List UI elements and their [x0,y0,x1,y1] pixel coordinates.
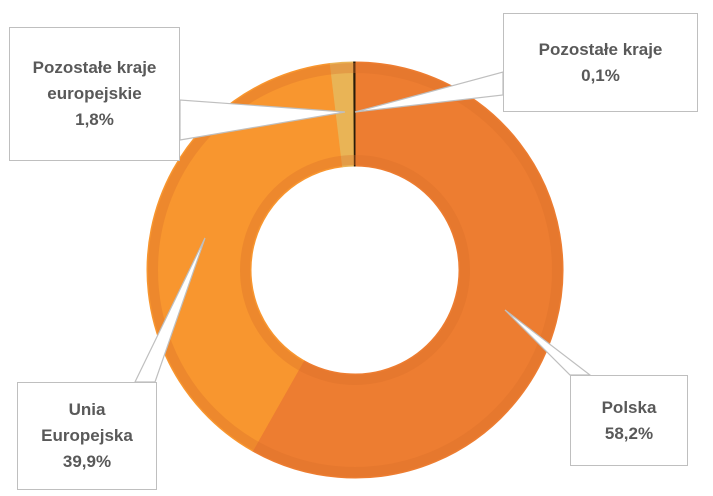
pointer [179,99,346,141]
label-value: 0,1% [581,65,620,85]
label-value: 1,8% [75,110,114,129]
bevel [240,155,470,385]
label-value: 39,9% [62,452,112,471]
label-name: Polska [601,397,657,417]
label-name: Pozostałe kraje europejskie [32,58,157,103]
label-polska: Polska 58,2% [570,375,688,466]
label-other: Pozostałe kraje 0,1% [503,13,698,112]
label-ue: Unia Europejska 39,9% [17,382,157,490]
bevel [148,63,562,477]
slice [251,61,564,479]
label-europe-other: Pozostałe kraje europejskie 1,8% [9,27,180,161]
callout-pointers [134,71,592,383]
label-value: 58,2% [604,423,654,443]
label-name: Pozostałe kraje [538,39,663,59]
slice [353,61,356,167]
label-name: Unia Europejska [41,400,133,445]
